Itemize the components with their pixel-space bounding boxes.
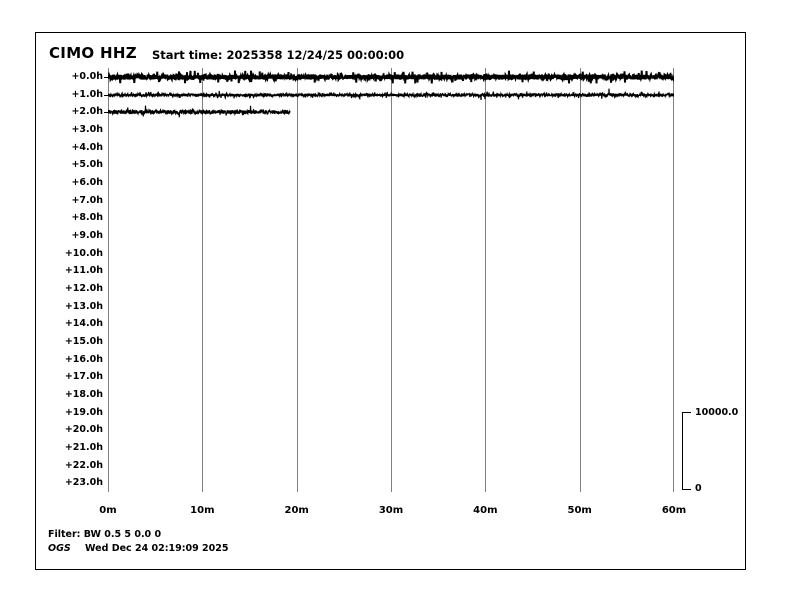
plot-outer-frame xyxy=(35,32,746,570)
seismogram-trace-row xyxy=(108,88,674,102)
gridline-20m xyxy=(296,68,298,492)
y-axis-tick-label: +22.0h xyxy=(64,459,103,471)
y-axis-tick-label: +1.0h xyxy=(71,88,103,100)
x-axis-tick-label: 40m xyxy=(473,505,498,516)
scale-max-label: 10000.0 xyxy=(695,407,739,418)
amplitude-scale-bar: 10000.0 0 xyxy=(682,407,742,494)
gridline-40m xyxy=(485,68,487,492)
scale-min-label: 0 xyxy=(695,483,702,494)
x-axis-tick-label: 60m xyxy=(661,505,687,516)
y-axis-tick-label: +15.0h xyxy=(64,335,103,347)
y-axis-tick-label: +17.0h xyxy=(64,371,103,383)
x-axis-tick-label: 50m xyxy=(567,505,592,516)
y-axis-tick-label: +13.0h xyxy=(64,300,103,312)
page-title: CIMO HHZ xyxy=(49,44,137,62)
gridline-10m xyxy=(202,68,204,492)
organization-label: OGS xyxy=(48,543,71,554)
x-axis-tick-label: 10m xyxy=(190,505,215,516)
y-axis-tick-label: +9.0h xyxy=(71,229,103,241)
y-axis-tick-label: +10.0h xyxy=(64,247,103,259)
seismogram-trace-row xyxy=(108,70,674,84)
gridline-60m xyxy=(673,68,674,492)
seismogram-trace-row xyxy=(108,105,674,119)
y-axis-tick-label: +20.0h xyxy=(64,424,103,436)
gridline-50m xyxy=(579,68,581,492)
y-axis-tick-label: +8.0h xyxy=(71,212,103,224)
y-axis-labels: +0.0h +1.0h +2.0h +3.0h +4.0h +5.0h +6.0h +7.0h… xyxy=(40,68,103,492)
y-axis-tick-label: +19.0h xyxy=(64,406,103,418)
y-axis-tick-label: +23.0h xyxy=(64,477,103,489)
y-axis-tick-label: +5.0h xyxy=(71,159,103,171)
y-axis-tick-label: +0.0h xyxy=(71,70,103,82)
y-axis-tick-label: +2.0h xyxy=(71,106,103,118)
scale-bracket-icon xyxy=(682,412,691,490)
y-axis-tick-label: +12.0h xyxy=(64,282,103,294)
y-axis-tick-mark xyxy=(104,94,108,96)
y-axis-tick-label: +18.0h xyxy=(64,388,103,400)
x-axis-labels: 0m 10m 20m 30m 40m 50m 60m xyxy=(99,505,688,519)
y-axis-tick-label: +14.0h xyxy=(64,318,103,330)
y-axis-tick-label: +3.0h xyxy=(71,123,103,135)
gridline-0m xyxy=(108,68,109,492)
y-axis-tick-mark xyxy=(104,76,108,78)
y-axis-tick-label: +16.0h xyxy=(64,353,103,365)
gridline-30m xyxy=(391,68,392,492)
start-time-label: Start time: 2025358 12/24/25 00:00:00 xyxy=(152,48,405,62)
y-axis-tick-label: +6.0h xyxy=(71,176,103,188)
y-axis-tick-label: +11.0h xyxy=(64,265,103,277)
x-axis-tick-label: 30m xyxy=(378,505,404,516)
render-timestamp-label: Wed Dec 24 02:19:09 2025 xyxy=(85,543,229,554)
x-axis-tick-label: 0m xyxy=(99,505,117,516)
y-axis-tick-mark xyxy=(104,112,108,114)
seismogram-plot-area xyxy=(108,68,674,492)
y-axis-tick-label: +7.0h xyxy=(71,194,103,206)
y-axis-tick-label: +4.0h xyxy=(71,141,103,153)
x-axis-tick-label: 20m xyxy=(284,505,309,516)
filter-label: Filter: BW 0.5 5 0.0 0 xyxy=(48,529,162,540)
y-axis-tick-label: +21.0h xyxy=(64,441,103,453)
